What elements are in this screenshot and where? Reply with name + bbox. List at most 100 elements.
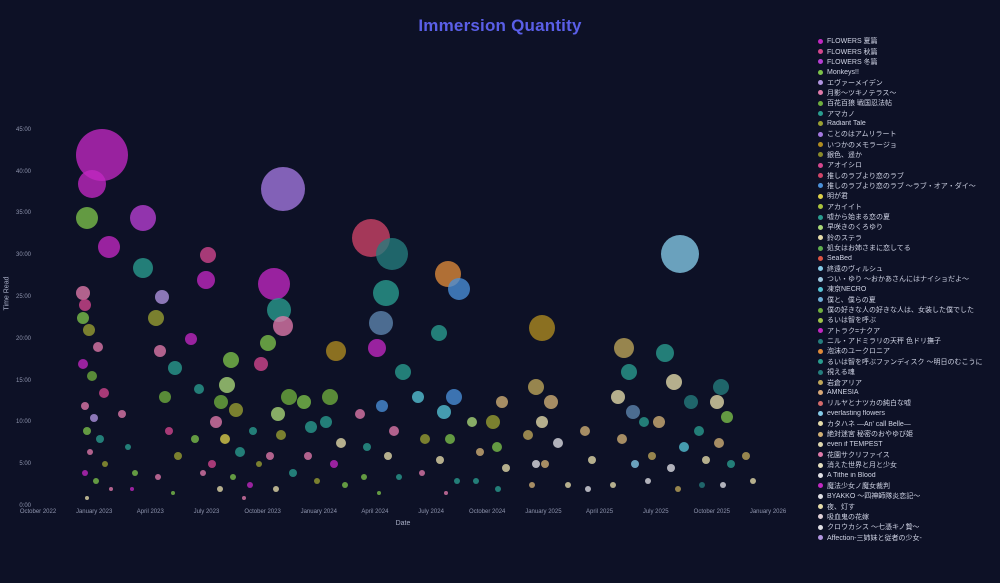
bubble[interactable] bbox=[564, 482, 571, 489]
bubble[interactable] bbox=[229, 402, 244, 417]
bubble[interactable] bbox=[253, 356, 268, 371]
bubble[interactable] bbox=[656, 344, 675, 363]
bubble[interactable] bbox=[200, 247, 217, 264]
bubble[interactable] bbox=[388, 425, 399, 436]
bubble[interactable] bbox=[273, 316, 294, 337]
bubble[interactable] bbox=[129, 487, 134, 492]
legend-item[interactable]: 消えた世界と月と少女 bbox=[818, 460, 996, 470]
bubble[interactable] bbox=[109, 487, 113, 492]
bubble[interactable] bbox=[588, 456, 597, 465]
bubble[interactable] bbox=[354, 409, 365, 420]
legend-item[interactable]: even if TEMPEST bbox=[818, 439, 996, 449]
bubble[interactable] bbox=[553, 438, 564, 449]
bubble[interactable] bbox=[159, 391, 172, 404]
bubble[interactable] bbox=[653, 416, 666, 429]
legend-item[interactable]: 鈴のステラ bbox=[818, 233, 996, 243]
bubble[interactable] bbox=[675, 486, 682, 493]
legend-item[interactable]: アカイイト bbox=[818, 202, 996, 212]
bubble[interactable] bbox=[154, 290, 169, 304]
bubble[interactable] bbox=[124, 444, 131, 451]
bubble[interactable] bbox=[726, 460, 735, 469]
bubble[interactable] bbox=[325, 341, 346, 362]
bubble[interactable] bbox=[444, 491, 449, 496]
legend-item[interactable]: 明が君 bbox=[818, 191, 996, 201]
bubble[interactable] bbox=[303, 451, 312, 460]
bubble[interactable] bbox=[626, 405, 641, 420]
bubble[interactable] bbox=[531, 460, 540, 469]
legend-item[interactable]: いつかのメモラージョ bbox=[818, 139, 996, 149]
bubble[interactable] bbox=[272, 486, 279, 493]
bubble[interactable] bbox=[199, 469, 206, 476]
bubble[interactable] bbox=[495, 486, 502, 493]
legend-item[interactable]: るいは智を呼ぶファンディスク 〜明日のむこうに bbox=[818, 357, 996, 367]
bubble[interactable] bbox=[617, 434, 627, 445]
bubble[interactable] bbox=[720, 482, 727, 489]
bubble[interactable] bbox=[191, 435, 200, 444]
bubble[interactable] bbox=[741, 451, 750, 460]
bubble[interactable] bbox=[527, 379, 544, 396]
bubble[interactable] bbox=[87, 371, 98, 382]
bubble[interactable] bbox=[376, 399, 389, 412]
bubble[interactable] bbox=[631, 460, 640, 469]
bubble[interactable] bbox=[445, 389, 462, 406]
bubble[interactable] bbox=[92, 342, 103, 353]
bubble[interactable] bbox=[529, 482, 536, 489]
bubble[interactable] bbox=[320, 416, 333, 429]
bubble[interactable] bbox=[77, 358, 88, 369]
bubble[interactable] bbox=[209, 416, 222, 429]
bubble[interactable] bbox=[75, 285, 90, 300]
bubble[interactable] bbox=[454, 477, 461, 484]
bubble[interactable] bbox=[322, 389, 338, 406]
bubble[interactable] bbox=[270, 407, 285, 422]
bubble[interactable] bbox=[645, 477, 652, 484]
bubble[interactable] bbox=[296, 394, 311, 409]
bubble[interactable] bbox=[266, 451, 275, 460]
bubble[interactable] bbox=[241, 495, 246, 500]
bubble[interactable] bbox=[430, 324, 447, 341]
legend-item[interactable]: 推しのラブより恋のラブ 〜ラブ・オア・ダイ〜 bbox=[818, 181, 996, 191]
bubble[interactable] bbox=[535, 416, 548, 429]
bubble[interactable] bbox=[444, 434, 455, 445]
legend-item[interactable]: Monkeys!! bbox=[818, 67, 996, 77]
bubble[interactable] bbox=[384, 451, 393, 460]
legend-item[interactable]: アトラク=ナクア bbox=[818, 326, 996, 336]
legend-item[interactable]: SeaBed bbox=[818, 253, 996, 263]
legend-item[interactable]: 月影〜ツキノテラス〜 bbox=[818, 88, 996, 98]
bubble[interactable] bbox=[305, 420, 318, 433]
bubble[interactable] bbox=[395, 364, 411, 381]
legend-item[interactable]: クロウカシス 〜七憑キノ贄〜 bbox=[818, 522, 996, 532]
bubble[interactable] bbox=[75, 206, 98, 229]
bubble[interactable] bbox=[475, 447, 484, 456]
bubble[interactable] bbox=[153, 345, 166, 358]
bubble[interactable] bbox=[98, 388, 109, 399]
bubble[interactable] bbox=[246, 482, 253, 489]
legend-item[interactable]: BYAKKO 〜四神師隊炎恋記〜 bbox=[818, 491, 996, 501]
legend-item[interactable]: 処女はお姉さまに恋してる bbox=[818, 243, 996, 253]
bubble[interactable] bbox=[341, 482, 348, 489]
bubble[interactable] bbox=[363, 443, 372, 452]
bubble[interactable] bbox=[411, 391, 424, 404]
bubble[interactable] bbox=[678, 442, 689, 453]
bubble[interactable] bbox=[396, 473, 403, 480]
bubble[interactable] bbox=[276, 429, 287, 440]
bubble[interactable] bbox=[220, 434, 231, 445]
legend-item[interactable]: アオイシロ bbox=[818, 160, 996, 170]
bubble[interactable] bbox=[611, 390, 626, 405]
bubble[interactable] bbox=[360, 473, 367, 480]
bubble[interactable] bbox=[579, 425, 590, 436]
bubble[interactable] bbox=[132, 469, 139, 476]
bubble[interactable] bbox=[235, 446, 246, 457]
legend-item[interactable]: 吸血鬼の花嫁 bbox=[818, 512, 996, 522]
bubble[interactable] bbox=[710, 395, 725, 410]
bubble[interactable] bbox=[467, 417, 478, 428]
bubble[interactable] bbox=[313, 477, 320, 484]
bubble[interactable] bbox=[661, 234, 700, 273]
bubble[interactable] bbox=[437, 405, 452, 420]
bubble[interactable] bbox=[78, 299, 91, 312]
bubble[interactable] bbox=[95, 435, 104, 444]
legend-item[interactable]: everlasting flowers bbox=[818, 408, 996, 418]
bubble[interactable] bbox=[523, 429, 534, 440]
legend-item[interactable]: 凍京NECRO bbox=[818, 284, 996, 294]
legend-item[interactable]: FLOWERS 冬篇 bbox=[818, 57, 996, 67]
bubble[interactable] bbox=[98, 235, 121, 258]
